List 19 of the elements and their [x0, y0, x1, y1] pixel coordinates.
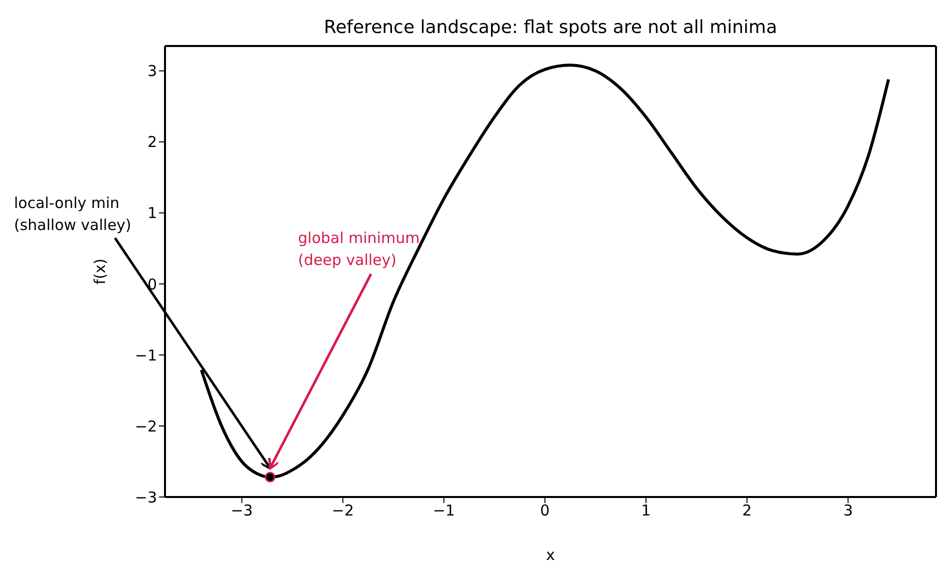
x-tick-label: 1: [641, 502, 651, 520]
x-tick-label: 3: [843, 502, 853, 520]
x-tick-label: −1: [432, 502, 455, 520]
x-tick-label: −2: [332, 502, 354, 520]
y-tick-label: 3: [147, 62, 157, 80]
annotation: local-only min (shallow valley): [14, 194, 132, 234]
y-axis-title: f(x): [91, 258, 109, 284]
x-tick-label: 0: [540, 502, 550, 520]
x-tick-label: 2: [742, 502, 752, 520]
y-tick-label: −2: [134, 417, 157, 436]
chart-title: Reference landscape: flat spots are not all minima: [324, 17, 778, 38]
y-tick-label: 1: [147, 204, 157, 222]
x-tick-label: −3: [230, 502, 253, 520]
y-tick-label: −3: [134, 488, 157, 506]
y-tick-label: −1: [134, 346, 157, 364]
x-axis-title: x: [546, 546, 556, 564]
y-tick-label: 0: [147, 275, 157, 294]
y-tick-label: 2: [147, 133, 157, 152]
annotation: global minimum (deep valley): [298, 229, 420, 269]
